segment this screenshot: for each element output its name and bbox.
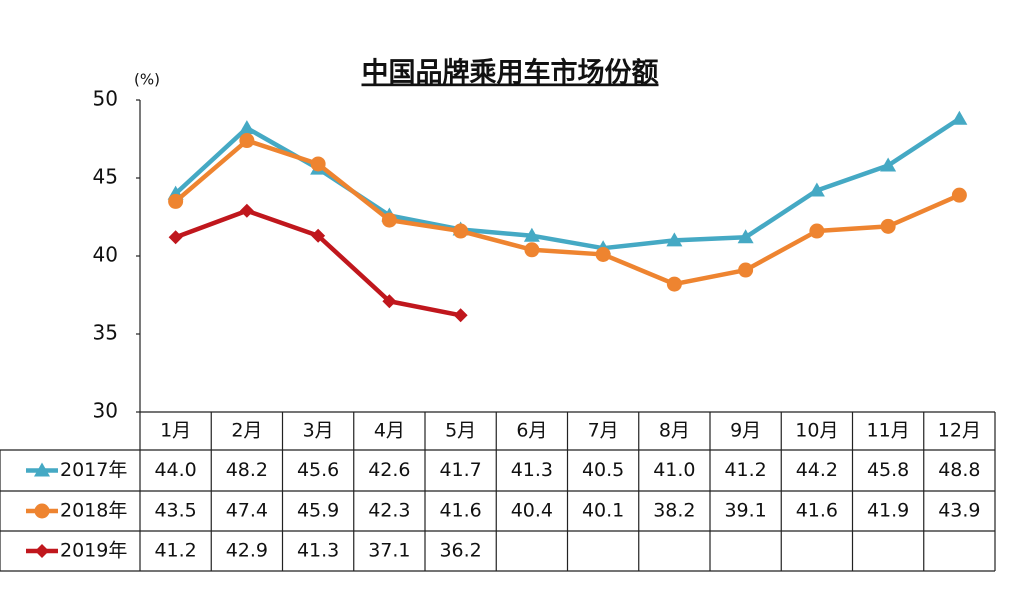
point bbox=[382, 294, 397, 309]
y-tick-label: 30 bbox=[93, 399, 118, 423]
x-tick-label: 6月 bbox=[516, 420, 547, 442]
point bbox=[168, 230, 183, 245]
x-tick-label: 7月 bbox=[588, 420, 619, 442]
x-tick-label: 10月 bbox=[795, 420, 838, 442]
x-tick-label: 3月 bbox=[303, 420, 334, 442]
legend-label: 2019年 bbox=[60, 540, 127, 562]
point bbox=[951, 187, 967, 203]
table-value: 44.2 bbox=[796, 459, 838, 481]
series-line bbox=[174, 138, 961, 287]
x-tick-label: 1月 bbox=[160, 420, 191, 442]
table-value: 41.3 bbox=[297, 540, 339, 562]
point bbox=[951, 110, 968, 125]
table-value: 40.4 bbox=[511, 500, 553, 522]
table-value: 39.1 bbox=[724, 500, 766, 522]
x-tick-label: 11月 bbox=[867, 420, 910, 442]
y-tick-label: 35 bbox=[93, 321, 118, 345]
table-value: 42.6 bbox=[368, 459, 410, 481]
point bbox=[453, 308, 468, 323]
x-tick-label: 2月 bbox=[231, 420, 262, 442]
table-value: 37.1 bbox=[368, 540, 410, 562]
point bbox=[310, 156, 326, 172]
point bbox=[311, 228, 326, 243]
point bbox=[381, 212, 397, 228]
y-tick-label: 40 bbox=[93, 243, 118, 267]
x-tick-label: 9月 bbox=[730, 420, 761, 442]
y-tick-label: 50 bbox=[93, 87, 118, 111]
y-tick-label: 45 bbox=[93, 165, 118, 189]
table-value: 43.9 bbox=[938, 500, 980, 522]
legend-label: 2018年 bbox=[60, 500, 127, 522]
point bbox=[239, 133, 255, 149]
point bbox=[523, 227, 540, 242]
x-tick-label: 5月 bbox=[445, 420, 476, 442]
table-value: 41.0 bbox=[653, 459, 695, 481]
table-value: 45.9 bbox=[297, 500, 339, 522]
chart-title: 中国品牌乘用车市场份额 bbox=[362, 57, 659, 89]
table-value: 41.7 bbox=[439, 459, 481, 481]
point bbox=[238, 120, 255, 135]
table-value: 42.9 bbox=[226, 540, 268, 562]
point bbox=[168, 193, 184, 209]
legend-marker bbox=[34, 462, 50, 477]
table-value: 41.6 bbox=[439, 500, 481, 522]
point bbox=[737, 229, 754, 244]
legend-marker bbox=[35, 544, 49, 558]
table-value: 36.2 bbox=[439, 540, 481, 562]
x-tick-label: 8月 bbox=[659, 420, 690, 442]
table-value: 42.3 bbox=[368, 500, 410, 522]
point bbox=[453, 223, 469, 239]
x-tick-label: 4月 bbox=[374, 420, 405, 442]
table-value: 38.2 bbox=[653, 500, 695, 522]
table-value: 40.5 bbox=[582, 459, 624, 481]
point bbox=[808, 182, 825, 197]
point bbox=[524, 242, 540, 258]
table-value: 48.2 bbox=[226, 459, 268, 481]
legend-label: 2017年 bbox=[60, 459, 127, 481]
table-value: 45.8 bbox=[867, 459, 909, 481]
point bbox=[880, 218, 896, 234]
table-value: 41.3 bbox=[511, 459, 553, 481]
point bbox=[595, 246, 611, 262]
legend-marker bbox=[34, 503, 50, 519]
point bbox=[666, 232, 683, 247]
table-value: 44.0 bbox=[154, 459, 196, 481]
table-value: 41.9 bbox=[867, 500, 909, 522]
table-value: 41.6 bbox=[796, 500, 838, 522]
point bbox=[738, 262, 754, 278]
x-tick-label: 12月 bbox=[938, 420, 981, 442]
table-value: 40.1 bbox=[582, 500, 624, 522]
point bbox=[666, 276, 682, 292]
table-value: 48.8 bbox=[938, 459, 980, 481]
table-value: 41.2 bbox=[724, 459, 766, 481]
table-value: 41.2 bbox=[154, 540, 196, 562]
table-value: 43.5 bbox=[154, 500, 196, 522]
y-unit: (%) bbox=[134, 71, 160, 89]
table-value: 47.4 bbox=[226, 500, 268, 522]
point bbox=[809, 223, 825, 239]
point bbox=[880, 157, 897, 172]
table-value: 45.6 bbox=[297, 459, 339, 481]
point bbox=[239, 203, 254, 218]
